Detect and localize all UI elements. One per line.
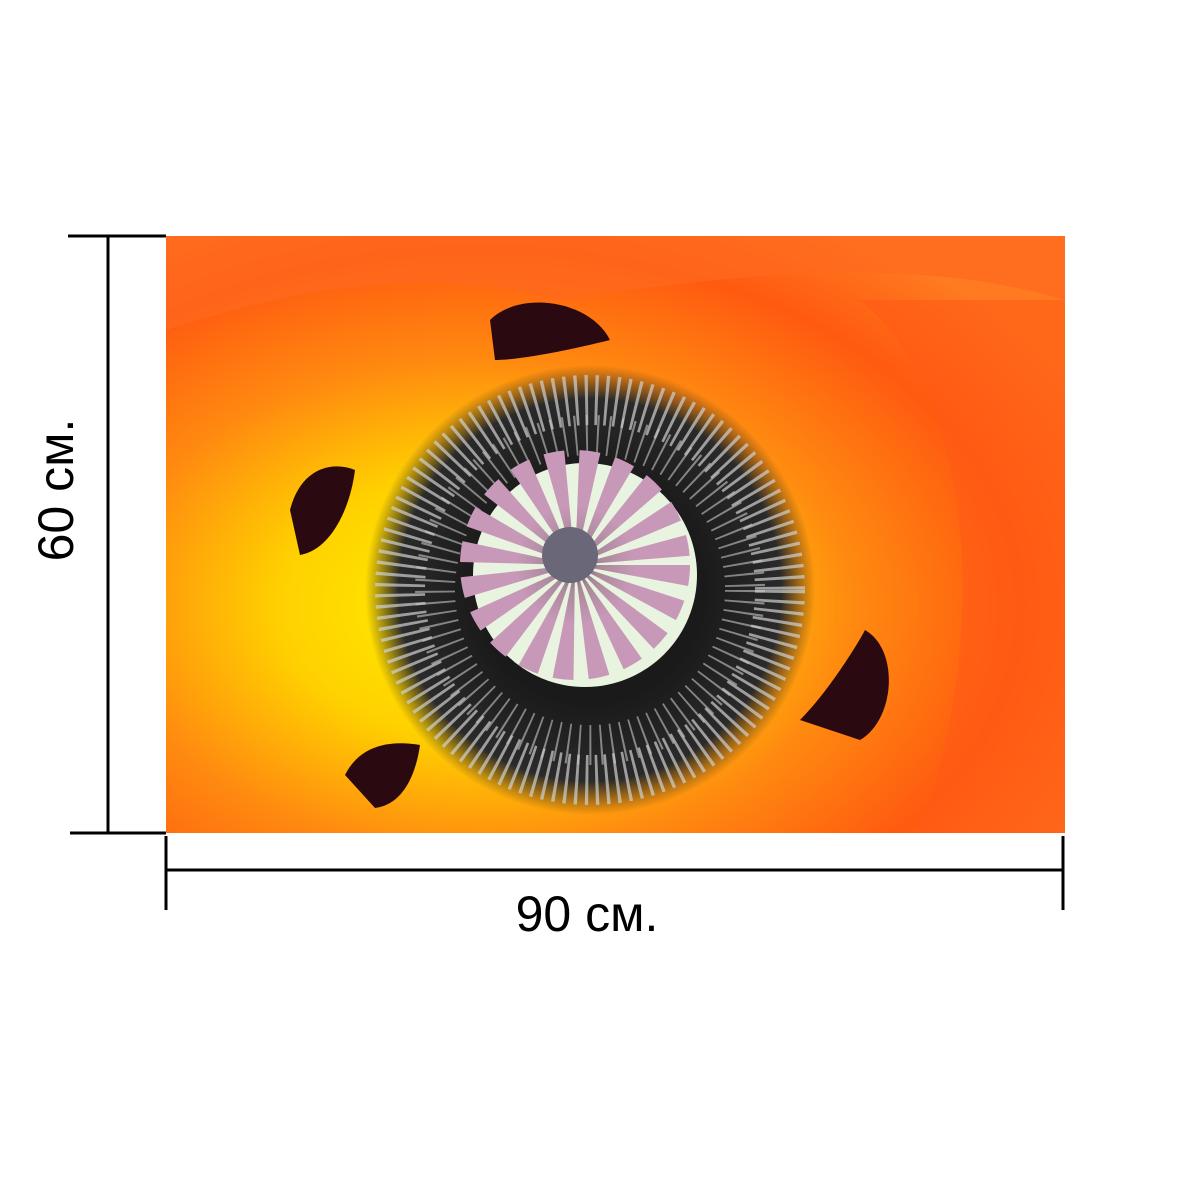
width-dimension: 90 см.	[164, 836, 1065, 942]
height-label: 60 см.	[28, 419, 84, 562]
width-label: 90 см.	[516, 886, 659, 942]
height-dimension: 60 см.	[28, 234, 166, 835]
poppy-photo	[166, 236, 1065, 833]
